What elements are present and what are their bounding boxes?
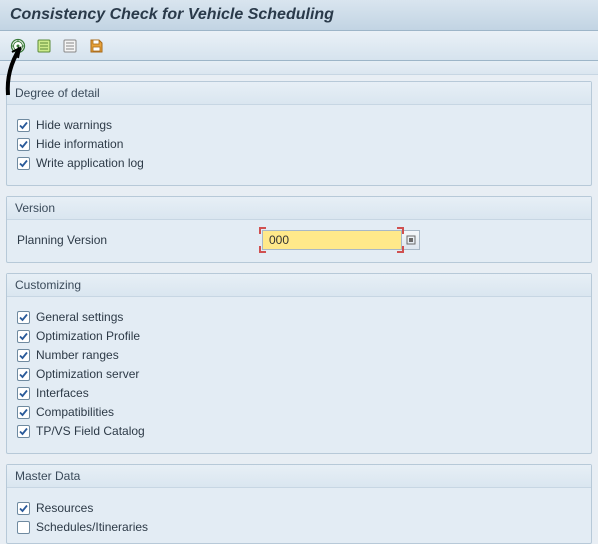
page-title: Consistency Check for Vehicle Scheduling bbox=[10, 6, 334, 23]
checkbox[interactable] bbox=[17, 311, 30, 324]
checkbox[interactable] bbox=[17, 368, 30, 381]
variant-attributes-icon[interactable] bbox=[60, 36, 80, 56]
checkbox[interactable] bbox=[17, 330, 30, 343]
checkbox[interactable] bbox=[17, 157, 30, 170]
chk-label: Compatibilities bbox=[36, 405, 114, 419]
chk-label: TP/VS Field Catalog bbox=[36, 424, 145, 438]
checkbox[interactable] bbox=[17, 349, 30, 362]
chk-hide-information: Hide information bbox=[17, 137, 581, 151]
chk-optimization-server: Optimization server bbox=[17, 367, 581, 381]
checkbox[interactable] bbox=[17, 502, 30, 515]
get-variant-icon[interactable] bbox=[34, 36, 54, 56]
chk-label: Hide information bbox=[36, 137, 123, 151]
chk-general-settings: General settings bbox=[17, 310, 581, 324]
chk-compatibilities: Compatibilities bbox=[17, 405, 581, 419]
chk-resources: Resources bbox=[17, 501, 581, 515]
group-master-title: Master Data bbox=[7, 465, 591, 488]
chk-label: Optimization server bbox=[36, 367, 139, 381]
planning-version-label: Planning Version bbox=[17, 233, 262, 247]
checkbox[interactable] bbox=[17, 387, 30, 400]
group-degree-title: Degree of detail bbox=[7, 82, 591, 105]
chk-label: Schedules/Itineraries bbox=[36, 520, 148, 534]
group-version-title: Version bbox=[7, 197, 591, 220]
checkbox[interactable] bbox=[17, 521, 30, 534]
toolbar bbox=[0, 31, 598, 61]
checkbox[interactable] bbox=[17, 406, 30, 419]
checkbox[interactable] bbox=[17, 138, 30, 151]
chk-label: Optimization Profile bbox=[36, 329, 140, 343]
execute-icon[interactable] bbox=[8, 36, 28, 56]
checkbox[interactable] bbox=[17, 425, 30, 438]
title-bar: Consistency Check for Vehicle Scheduling bbox=[0, 0, 598, 31]
chk-optimization-profile: Optimization Profile bbox=[17, 329, 581, 343]
chk-label: General settings bbox=[36, 310, 123, 324]
checkbox[interactable] bbox=[17, 119, 30, 132]
chk-label: Number ranges bbox=[36, 348, 119, 362]
spacer bbox=[0, 61, 598, 75]
group-version: Version Planning Version bbox=[6, 196, 592, 263]
chk-number-ranges: Number ranges bbox=[17, 348, 581, 362]
chk-interfaces: Interfaces bbox=[17, 386, 581, 400]
group-master-body: Resources Schedules/Itineraries bbox=[7, 488, 591, 543]
group-version-body: Planning Version bbox=[7, 220, 591, 262]
chk-label: Hide warnings bbox=[36, 118, 112, 132]
group-degree-body: Hide warnings Hide information Write app… bbox=[7, 105, 591, 185]
f4-help-icon[interactable] bbox=[402, 230, 420, 250]
group-degree: Degree of detail Hide warnings Hide info… bbox=[6, 81, 592, 186]
group-customizing: Customizing General settings Optimizatio… bbox=[6, 273, 592, 454]
chk-label: Resources bbox=[36, 501, 93, 515]
save-icon[interactable] bbox=[86, 36, 106, 56]
chk-schedules: Schedules/Itineraries bbox=[17, 520, 581, 534]
group-customizing-title: Customizing bbox=[7, 274, 591, 297]
chk-label: Interfaces bbox=[36, 386, 89, 400]
group-customizing-body: General settings Optimization Profile Nu… bbox=[7, 297, 591, 453]
chk-hide-warnings: Hide warnings bbox=[17, 118, 581, 132]
chk-label: Write application log bbox=[36, 156, 144, 170]
chk-write-log: Write application log bbox=[17, 156, 581, 170]
chk-field-catalog: TP/VS Field Catalog bbox=[17, 424, 581, 438]
planning-version-input[interactable] bbox=[262, 230, 402, 250]
group-master-data: Master Data Resources Schedules/Itinerar… bbox=[6, 464, 592, 544]
